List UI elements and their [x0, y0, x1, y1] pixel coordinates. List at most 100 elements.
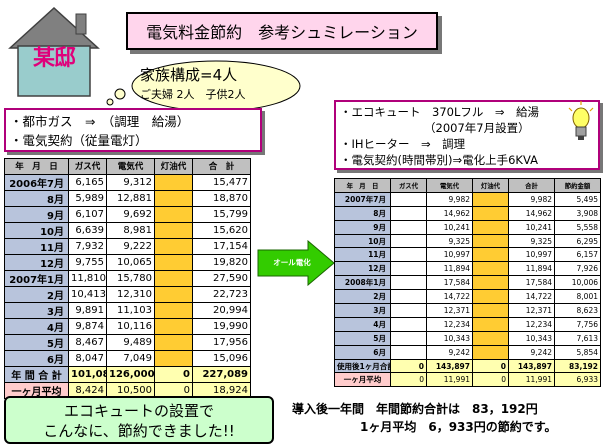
value-cell: 7,613 — [554, 330, 601, 346]
value-cell — [472, 205, 509, 221]
table-row: 2007年7月 9,982 9,982 5,495 — [334, 191, 601, 207]
family-sub: ご夫婦 2人 子供2人 — [140, 88, 246, 101]
month-cell: 4月 — [334, 316, 391, 332]
value-cell: 12,234 — [426, 316, 473, 332]
savings-banner: エコキュートの設置で こんなに、節約できました!! — [4, 396, 274, 444]
value-cell — [472, 233, 509, 249]
value-cell: 8,981 — [106, 221, 155, 239]
month-cell: 3月 — [334, 303, 391, 318]
value-cell — [472, 316, 509, 332]
value-cell: 9,242 — [508, 344, 555, 360]
month-cell: 5月 — [4, 333, 69, 351]
value-cell — [154, 237, 193, 255]
month-cell: 6月 — [4, 349, 69, 367]
value-cell: 14,962 — [508, 205, 555, 221]
month-cell: 2007年1月 — [4, 269, 69, 287]
value-cell: 6,165 — [68, 173, 107, 191]
summary-value: 83,192 — [554, 358, 601, 374]
value-cell: 19,820 — [192, 253, 251, 271]
value-cell: 12,371 — [508, 303, 555, 318]
value-cell: 9,489 — [106, 333, 155, 351]
value-cell: 10,413 — [68, 285, 107, 303]
value-cell: 12,234 — [508, 316, 555, 332]
header-total: 合計 — [508, 178, 555, 193]
value-cell: 9,891 — [68, 301, 107, 319]
value-cell — [472, 261, 509, 277]
value-cell: 7,932 — [68, 237, 107, 255]
value-cell — [390, 205, 427, 221]
summary-line-monthly: 1ヶ月平均 6，933円の節約です。 — [360, 420, 557, 434]
value-cell: 6,107 — [68, 205, 107, 223]
header-savings: 節約金額 — [554, 178, 601, 193]
table-row: 5月 8,467 9,489 17,956 — [4, 333, 251, 351]
header-gas: ガス代 — [68, 158, 107, 175]
summary-label: 一ヶ月平均 — [334, 372, 391, 388]
month-cell: 10月 — [4, 221, 69, 239]
value-cell: 5,989 — [68, 189, 107, 207]
summary-value: 0 — [154, 365, 193, 383]
table-row: 2月 14,722 14,722 8,001 — [334, 289, 601, 305]
value-cell: 8,623 — [554, 303, 601, 318]
value-cell: 22,723 — [192, 285, 251, 303]
header-gas: ガス代 — [390, 178, 427, 193]
value-cell: 14,722 — [508, 289, 555, 305]
header-date: 年 月 日 — [334, 178, 391, 193]
month-cell: 2月 — [4, 285, 69, 303]
lightbulb-icon — [568, 101, 594, 140]
summary-line-annual: 導入後一年間 年間節約合計は 83，192円 — [292, 402, 538, 416]
banner-line: こんなに、節約できました!! — [43, 422, 235, 440]
header-total: 合 計 — [192, 158, 251, 175]
after-cost-table: 年 月 日 ガス代 電気代 灯油代 合計 節約金額 2007年7月 9,982 9,… — [334, 178, 601, 388]
value-cell: 10,997 — [508, 247, 555, 263]
average-row: 一ヶ月平均 8,424 10,500 0 18,924 — [4, 381, 251, 399]
summary-value: 18,924 — [192, 381, 251, 399]
summary-label: 使用後1ヶ月合計 — [334, 358, 391, 374]
value-cell — [390, 191, 427, 207]
month-cell: 12月 — [4, 253, 69, 271]
value-cell: 11,894 — [426, 261, 473, 277]
value-cell: 7,756 — [554, 316, 601, 332]
value-cell: 10,997 — [426, 247, 473, 263]
summary-value: 8,424 — [68, 381, 107, 399]
value-cell: 11,810 — [68, 269, 107, 287]
table-row: 9月 10,241 10,241 5,558 — [334, 219, 601, 235]
arrow-right-icon — [257, 240, 335, 286]
table-row: 2008年1月 17,584 17,584 10,006 — [334, 275, 601, 291]
month-cell: 9月 — [4, 205, 69, 223]
page-title: 電気料金節約 参考シュミレーション — [126, 12, 438, 50]
value-cell: 5,854 — [554, 344, 601, 360]
month-cell: 8月 — [334, 205, 391, 221]
value-cell — [154, 253, 193, 271]
family-main: 家族構成=4人 — [140, 66, 238, 84]
value-cell: 10,006 — [554, 275, 601, 291]
summary-value: 0 — [390, 358, 427, 374]
value-cell — [154, 301, 193, 319]
value-cell: 17,584 — [508, 275, 555, 291]
table-row: 12月 9,755 10,065 19,820 — [4, 253, 251, 271]
value-cell: 8,467 — [68, 333, 107, 351]
value-cell: 11,103 — [106, 301, 155, 319]
value-cell — [390, 316, 427, 332]
summary-value: 0 — [472, 372, 509, 388]
value-cell — [472, 303, 509, 318]
table-header-row: 年 月 日 ガス代 電気代 灯油代 合計 節約金額 — [334, 178, 601, 193]
table-row: 2006年7月 6,165 9,312 15,477 — [4, 173, 251, 191]
month-cell: 12月 — [334, 261, 391, 277]
house-label: 某邸 — [32, 46, 76, 71]
value-cell — [390, 275, 427, 291]
value-cell: 15,780 — [106, 269, 155, 287]
summary-value: 6,933 — [554, 372, 601, 388]
summary-value: 0 — [390, 372, 427, 388]
value-cell: 6,639 — [68, 221, 107, 239]
value-cell — [390, 344, 427, 360]
average-row: 一ヶ月平均 0 11,991 0 11,991 6,933 — [334, 372, 601, 388]
value-cell: 18,870 — [192, 189, 251, 207]
summary-value: 227,089 — [192, 365, 251, 383]
value-cell: 7,926 — [554, 261, 601, 277]
after-info-line: ・電気契約(時間帯別)⇒電化上手6KVA — [340, 153, 538, 167]
value-cell: 7,049 — [106, 349, 155, 367]
after-info-line: （2007年7月設置） — [424, 121, 530, 135]
table-row: 10月 9,325 9,325 6,295 — [334, 233, 601, 249]
after-info-line: ・エコキュート 370Lフル ⇒ 給湯 — [340, 105, 539, 119]
value-cell — [154, 221, 193, 239]
